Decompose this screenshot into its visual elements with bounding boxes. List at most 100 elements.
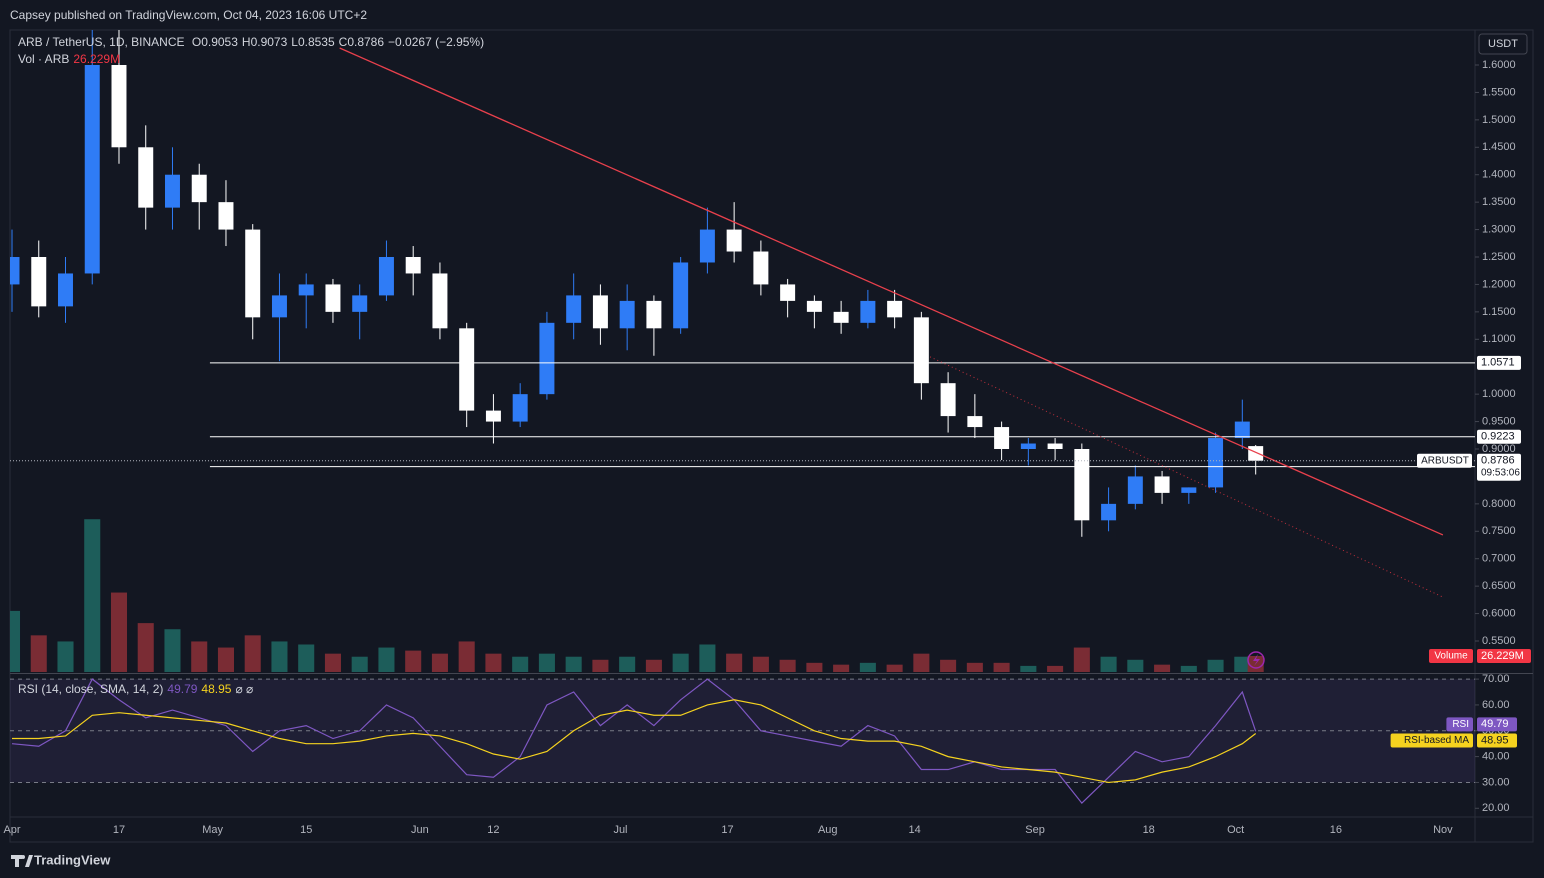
rsi-legend: RSI (14, close, SMA, 14, 2) 49.79 48.95 ⌀ ⌀ (18, 682, 257, 696)
series-value: 49.79 (1481, 718, 1509, 730)
volume-bar (1207, 659, 1224, 672)
series-value-box (1477, 733, 1517, 748)
frame (9, 29, 1534, 843)
volume-bar (726, 653, 743, 672)
trendline (929, 356, 1444, 598)
volume-bar (833, 664, 850, 672)
rsi-tick-label: 40.00 (1482, 751, 1510, 763)
candle-body (191, 174, 207, 203)
volume-bar (485, 653, 502, 672)
volume-bar (1180, 665, 1197, 672)
volume-bar (966, 662, 983, 672)
y-tick-label: 0.6500 (1482, 580, 1516, 592)
rsi-tick-label: 60.00 (1482, 699, 1510, 711)
y-tick-label: 1.3000 (1482, 223, 1516, 235)
published-header: Capsey published on TradingView.com, Oct… (10, 8, 371, 22)
brand: TradingView (34, 852, 111, 867)
level-label: 1.0571 (1481, 357, 1515, 369)
candle-body (699, 229, 715, 263)
volume-bar (271, 641, 288, 672)
candle-body (58, 273, 73, 307)
y-tick-label: 1.1000 (1482, 333, 1516, 345)
volume-bar (1047, 665, 1064, 672)
level-label: 0.9223 (1481, 431, 1515, 443)
candle-body (218, 202, 234, 230)
candle-body (512, 394, 528, 422)
tv-logo (11, 855, 33, 867)
x-tick-label: Sep (1025, 824, 1045, 836)
y-tick-label: 1.0000 (1482, 388, 1516, 400)
volume-bar (10, 610, 21, 672)
alert-icon[interactable] (1247, 651, 1265, 669)
volume-tag: Volume (1434, 651, 1468, 662)
y-tick-label: 1.4500 (1482, 141, 1516, 153)
currency[interactable]: USDT (1488, 38, 1518, 50)
y-tick-label: 1.5000 (1482, 114, 1516, 126)
volume-bar (431, 653, 448, 672)
candle-body (592, 295, 608, 329)
candle-body (485, 410, 501, 422)
level-tag (1477, 355, 1521, 370)
rsi-tick-label: 70.00 (1482, 673, 1510, 685)
candle-body (967, 416, 983, 428)
volume-title: Vol · ARB (18, 52, 70, 66)
volume-bar (592, 659, 609, 672)
alert-bolt (1253, 654, 1260, 666)
candle-body (138, 147, 154, 208)
x-tick-label: Aug (818, 824, 838, 836)
rsi-ma-last: 48.95 (201, 682, 232, 696)
volume-bar (913, 653, 930, 672)
volume-bar (538, 653, 555, 672)
series-value: 48.95 (1481, 734, 1509, 746)
x-tick-label: May (202, 824, 223, 836)
candle-body (539, 322, 555, 395)
candle-body (806, 300, 822, 312)
candle-body (1234, 421, 1250, 439)
volume-bar (859, 662, 876, 672)
volume-bar (217, 647, 234, 672)
symbol-tag: ARBUSDT (1421, 455, 1469, 466)
x-tick-label: Apr (3, 824, 20, 836)
volume-bar (779, 659, 796, 672)
x-tick-label: 16 (1330, 824, 1342, 836)
volume-bar (512, 656, 529, 672)
logo-part (21, 855, 25, 859)
currency-button[interactable] (1478, 33, 1528, 55)
series-value-box (1477, 717, 1517, 732)
y-tick-label: 1.5500 (1482, 86, 1516, 98)
volume-bar (1127, 659, 1144, 672)
y-tick-label: 1.1500 (1482, 306, 1516, 318)
volume-bar (1234, 656, 1251, 672)
volume-bar (645, 659, 662, 672)
volume-value-box (1477, 648, 1531, 663)
candle-body (378, 257, 394, 296)
h-label: H (241, 35, 251, 49)
volume-bar (164, 629, 181, 672)
candle-body (245, 229, 261, 318)
rsi-tick-label: 20.00 (1482, 802, 1510, 814)
candle-body (1127, 476, 1143, 504)
candle-body (164, 174, 180, 208)
volume-bar (324, 653, 341, 672)
candle-body (325, 284, 341, 312)
volume-bar (84, 519, 101, 672)
volume-bar (806, 662, 823, 672)
trendline (339, 47, 1444, 536)
series-tag-box (1390, 733, 1473, 748)
candle-body (31, 257, 47, 307)
y-tick-label: 0.9500 (1482, 415, 1516, 427)
x-tick-label: Jul (613, 824, 627, 836)
volume-bar (699, 644, 716, 672)
series-tag-box (1446, 717, 1473, 732)
candle-body (619, 300, 635, 329)
rsi-line (12, 699, 1257, 784)
ohlc: O0.9053 H0.9073 L0.8535 C0.8786 −0.0267 (−2.… (192, 35, 488, 49)
series-tag: RSI-based MA (1404, 735, 1469, 746)
candle-body (1154, 476, 1170, 493)
x-tick-label: Jun (411, 824, 429, 836)
volume-bar (378, 647, 395, 672)
x-tick-label: 12 (487, 824, 499, 836)
x-tick-label: 15 (300, 824, 312, 836)
last-price-box (1477, 453, 1521, 481)
